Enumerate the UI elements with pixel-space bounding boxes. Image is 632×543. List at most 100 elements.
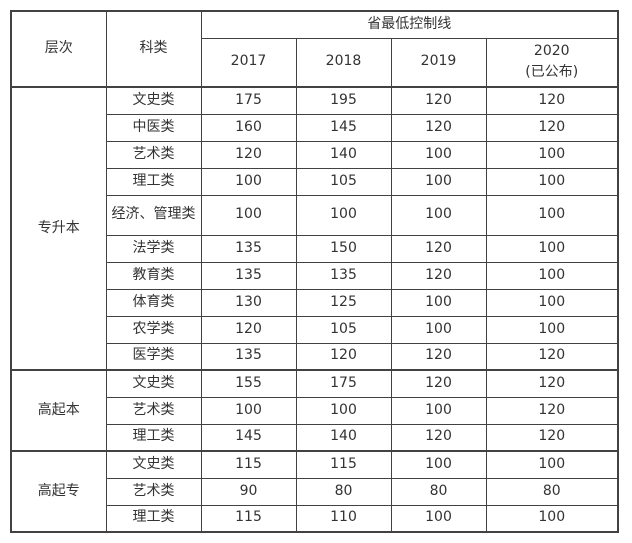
- table-row: 高起本 文史类 155 175 120 120: [10, 369, 619, 452]
- table-row: 法学类 135 150 120 100: [11, 234, 619, 263]
- score-cell: 145: [295, 113, 392, 142]
- table-row: 艺术类 100 100 100 120: [11, 396, 619, 425]
- level-cell: 高起本: [10, 369, 107, 452]
- category-cell: 教育类: [105, 261, 202, 290]
- score-cell: 140: [295, 423, 392, 452]
- score-cell: 105: [295, 167, 392, 196]
- score-cell: 120: [390, 234, 487, 263]
- score-cell: 130: [200, 288, 297, 317]
- year-2020-line1: 2020: [533, 43, 570, 60]
- score-cell: 120: [295, 342, 392, 371]
- score-cell: 120: [390, 113, 487, 142]
- min-control-line-table: 层次 科类 省最低控制线 2017 2018 2019 2020 (已公布) 专…: [10, 10, 619, 533]
- score-cell: 100: [295, 194, 392, 236]
- level-cell: 专升本: [10, 86, 107, 371]
- score-cell: 100: [295, 396, 392, 425]
- score-cell: 110: [295, 504, 392, 533]
- score-cell: 120: [390, 423, 487, 452]
- score-cell: 195: [295, 86, 392, 115]
- category-cell: 艺术类: [105, 396, 202, 425]
- score-cell: 100: [485, 167, 619, 196]
- category-cell: 医学类: [105, 342, 202, 371]
- score-cell: 100: [390, 288, 487, 317]
- score-cell: 115: [200, 504, 297, 533]
- score-cell: 160: [200, 113, 297, 142]
- category-column-header: 科类: [105, 10, 202, 88]
- score-cell: 155: [200, 369, 297, 398]
- score-cell: 100: [390, 396, 487, 425]
- table-row: 理工类 145 140 120 120: [11, 423, 619, 452]
- table-row: 高起专 文史类 115 115 100 100: [10, 450, 619, 533]
- year-column-header-2018: 2018: [295, 37, 392, 88]
- category-cell: 经济、管理类: [105, 194, 202, 236]
- score-cell: 135: [295, 261, 392, 290]
- score-cell: 80: [390, 477, 487, 506]
- score-cell: 115: [295, 450, 392, 479]
- score-cell: 100: [485, 234, 619, 263]
- table-row: 理工类 100 105 100 100: [11, 167, 619, 196]
- score-cell: 100: [390, 194, 487, 236]
- score-cell: 100: [390, 450, 487, 479]
- category-cell: 中医类: [105, 113, 202, 142]
- score-cell: 100: [485, 261, 619, 290]
- score-cell: 120: [390, 261, 487, 290]
- table-row: 医学类 135 120 120 120: [11, 342, 619, 371]
- year-2020-line2: (已公布): [525, 64, 579, 81]
- score-cell: 80: [485, 477, 619, 506]
- category-cell: 理工类: [105, 167, 202, 196]
- score-cell: 100: [485, 288, 619, 317]
- score-cell: 100: [390, 504, 487, 533]
- category-cell: 艺术类: [105, 477, 202, 506]
- score-cell: 120: [200, 140, 297, 169]
- score-cell: 100: [485, 450, 619, 479]
- score-cell: 120: [485, 396, 619, 425]
- year-column-header-2020: 2020 (已公布): [485, 37, 619, 88]
- score-cell: 120: [485, 423, 619, 452]
- score-cell: 125: [295, 288, 392, 317]
- score-cell: 135: [200, 342, 297, 371]
- score-cell: 175: [295, 369, 392, 398]
- score-cell: 120: [485, 86, 619, 115]
- score-cell: 100: [200, 396, 297, 425]
- score-cell: 90: [200, 477, 297, 506]
- group-column-header: 省最低控制线: [200, 10, 619, 39]
- level-column-header: 层次: [10, 10, 107, 88]
- score-cell: 105: [295, 315, 392, 344]
- score-cell: 135: [200, 234, 297, 263]
- score-cell: 100: [485, 504, 619, 533]
- category-cell: 艺术类: [105, 140, 202, 169]
- level-cell: 高起专: [10, 450, 107, 533]
- category-cell: 体育类: [105, 288, 202, 317]
- category-cell: 理工类: [105, 423, 202, 452]
- score-cell: 100: [200, 194, 297, 236]
- table-row: 教育类 135 135 120 100: [11, 261, 619, 290]
- score-cell: 120: [390, 369, 487, 398]
- score-cell: 100: [390, 140, 487, 169]
- score-cell: 100: [390, 315, 487, 344]
- year-column-header-2019: 2019: [390, 37, 487, 88]
- score-cell: 100: [200, 167, 297, 196]
- score-cell: 120: [200, 315, 297, 344]
- table-row: 专升本 文史类 175 195 120 120: [10, 86, 619, 371]
- score-cell: 140: [295, 140, 392, 169]
- score-cell: 120: [485, 369, 619, 398]
- header-row-years: 2017 2018 2019 2020 (已公布): [11, 37, 619, 88]
- category-cell: 法学类: [105, 234, 202, 263]
- score-cell: 150: [295, 234, 392, 263]
- table-row: 理工类 115 110 100 100: [11, 504, 619, 533]
- score-cell: 100: [485, 140, 619, 169]
- score-cell: 175: [200, 86, 297, 115]
- score-cell: 100: [390, 167, 487, 196]
- header-row-group: 层次 科类 省最低控制线: [10, 10, 619, 88]
- category-cell: 理工类: [105, 504, 202, 533]
- score-cell: 80: [295, 477, 392, 506]
- score-cell: 115: [200, 450, 297, 479]
- score-cell: 100: [485, 194, 619, 236]
- table-row: 经济、管理类 100 100 100 100: [11, 194, 619, 236]
- category-cell: 文史类: [105, 450, 202, 479]
- score-cell: 145: [200, 423, 297, 452]
- table-row: 艺术类 90 80 80 80: [11, 477, 619, 506]
- score-cell: 120: [485, 342, 619, 371]
- table-body: 专升本 文史类 175 195 120 120 中医类 160 145 120 120 艺术类 120 1…: [10, 86, 619, 533]
